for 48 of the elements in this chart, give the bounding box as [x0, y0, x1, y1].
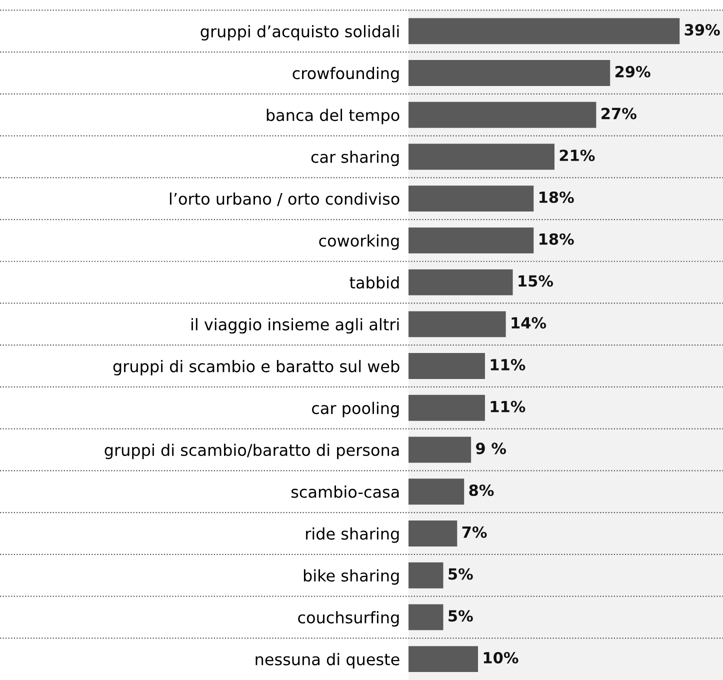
data-label: 18%: [540, 233, 574, 245]
y-tick-label: gruppi d’acquisto solidali: [200, 25, 399, 41]
data-label: 14%: [512, 317, 546, 329]
bar: [408, 604, 444, 630]
y-tick-label: gruppi di scambio/baratto di persona: [104, 444, 399, 460]
y-tick-label: il viaggio insieme agli altri: [191, 318, 399, 334]
y-tick-label: gruppi di scambio e baratto sul web: [113, 360, 400, 376]
y-tick-label: car sharing: [311, 150, 399, 166]
data-label: 11%: [490, 358, 526, 370]
data-label: 5%: [448, 610, 473, 622]
data-label: 10%: [484, 652, 518, 664]
data-label: 18%: [540, 191, 574, 204]
bar: [408, 269, 513, 296]
data-label: 7%: [462, 526, 487, 538]
bar: [408, 478, 464, 505]
data-label: 8%: [469, 484, 494, 496]
bar: [408, 353, 485, 380]
data-label: 27%: [602, 108, 636, 120]
y-tick-label: ride sharing: [306, 527, 399, 543]
bar: [408, 102, 596, 128]
bar: [408, 144, 554, 170]
y-tick-label: crowfounding: [292, 66, 399, 82]
bar: [408, 227, 534, 254]
data-label: 11%: [490, 400, 526, 412]
bar: [408, 311, 506, 338]
y-tick-label: tabbid: [350, 276, 399, 289]
y-tick-label: banca del tempo: [266, 108, 400, 124]
data-label: 9 %: [476, 442, 506, 454]
y-tick-label: car pooling: [312, 402, 399, 418]
bar: [408, 186, 534, 212]
data-label: 5%: [448, 568, 473, 580]
bar: [408, 436, 472, 463]
data-label: 39%: [684, 24, 720, 36]
data-label: 15%: [518, 275, 554, 287]
bar: [408, 394, 485, 421]
y-tick-label: couchsurfing: [298, 611, 399, 627]
bar: [408, 646, 478, 672]
bar: [408, 562, 444, 588]
y-tick-label: l’orto urbano / orto condiviso: [170, 192, 400, 206]
bar: [408, 18, 680, 44]
y-tick-label: bike sharing: [304, 569, 399, 585]
y-tick-label: nessuna di queste: [256, 653, 400, 668]
data-label: 29%: [615, 66, 650, 78]
data-label: 21%: [560, 150, 595, 162]
bar: [408, 60, 610, 86]
y-tick-label: coworking: [319, 234, 399, 250]
y-tick-label: scambio-casa: [291, 486, 399, 498]
bar: [408, 520, 458, 546]
